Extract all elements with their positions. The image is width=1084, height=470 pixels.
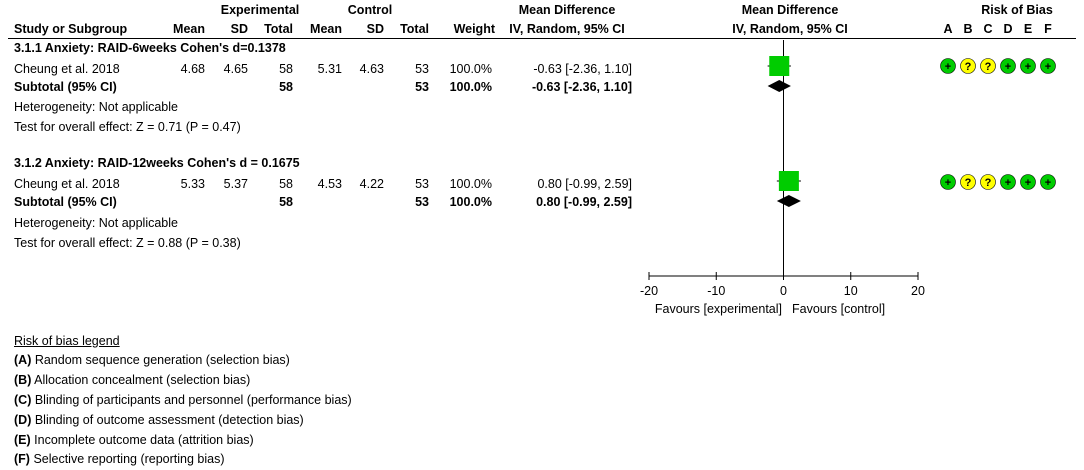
header-rule: [8, 38, 1076, 39]
subtotal-e-total: 58: [279, 195, 293, 209]
rob-symbol: +: [1045, 177, 1051, 189]
study-name: Cheung et al. 2018: [14, 62, 120, 76]
rob-legend-item: (B) Allocation concealment (selection bi…: [14, 373, 251, 387]
header-e-mean: Mean: [173, 22, 205, 36]
header-md-method: IV, Random, 95% CI: [509, 22, 625, 36]
rob-legend-item: (D) Blinding of outcome assessment (dete…: [14, 413, 304, 427]
x-tick-label: 0: [780, 284, 787, 298]
md-text: -0.63 [-2.36, 1.10]: [533, 62, 632, 76]
overall-effect-text: Test for overall effect: Z = 0.71 (P = 0…: [14, 120, 241, 134]
rob-unclear-icon: [960, 58, 976, 74]
header-rob-b: B: [963, 22, 973, 36]
e-sd: 5.37: [223, 177, 248, 191]
e-total: 58: [279, 62, 293, 76]
rob-symbol: ?: [965, 177, 972, 189]
rob-low-icon: [1040, 174, 1056, 190]
e-sd: 4.65: [223, 62, 248, 76]
subtotal-diamond: [767, 80, 791, 92]
rob-unclear-icon: [980, 58, 996, 74]
rob-legend-item: (E) Incomplete outcome data (attrition b…: [14, 433, 254, 447]
header-c-sd: SD: [366, 22, 384, 36]
header-risk-of-bias: Risk of Bias: [981, 3, 1053, 17]
header-mean-difference-plot: Mean Difference: [741, 3, 839, 17]
header-plot-method: IV, Random, 95% CI: [732, 22, 848, 36]
rob-legend-title: Risk of bias legend: [14, 334, 120, 348]
heterogeneity-text: Heterogeneity: Not applicable: [14, 216, 178, 230]
c-total: 53: [415, 62, 429, 76]
header-rob-f: F: [1044, 22, 1052, 36]
rob-symbol: +: [1025, 61, 1031, 73]
rob-unclear-icon: [960, 174, 976, 190]
study-square: [769, 56, 790, 76]
subtotal-c-total: 53: [415, 195, 429, 209]
rob-legend-item: (C) Blinding of participants and personn…: [14, 393, 352, 407]
overall-effect-text: Test for overall effect: Z = 0.88 (P = 0…: [14, 236, 241, 250]
subtotal-label: Subtotal (95% CI): [14, 195, 117, 209]
study-square: [778, 171, 799, 191]
e-total: 58: [279, 177, 293, 191]
rob-low-icon: [940, 174, 956, 190]
x-tick-label: -10: [707, 284, 726, 298]
header-rob-e: E: [1023, 22, 1033, 36]
x-tick-label: -20: [639, 284, 659, 298]
rob-symbol: +: [1005, 61, 1011, 73]
header-mean-difference: Mean Difference: [518, 3, 616, 17]
rob-symbol: +: [1025, 177, 1031, 189]
header-rob-c: C: [983, 22, 993, 36]
subtotal-diamond: [776, 195, 801, 207]
md-text: 0.80 [-0.99, 2.59]: [537, 177, 632, 191]
c-sd: 4.22: [359, 177, 384, 191]
subtotal-c-total: 53: [415, 80, 429, 94]
subtotal-label: Subtotal (95% CI): [14, 80, 117, 94]
favours-control-label: Favours [control]: [792, 302, 886, 316]
c-sd: 4.63: [359, 62, 384, 76]
e-mean: 4.68: [180, 62, 205, 76]
header-weight: Weight: [453, 22, 495, 36]
favours-experimental-label: Favours [experimental]: [654, 302, 782, 316]
header-rob-a: A: [943, 22, 953, 36]
weight: 100.0%: [449, 177, 492, 191]
header-rob-d: D: [1003, 22, 1013, 36]
header-experimental: Experimental: [220, 3, 300, 17]
x-tick-label: 10: [843, 284, 858, 298]
header-e-total: Total: [264, 22, 293, 36]
header-c-mean: Mean: [310, 22, 342, 36]
heterogeneity-text: Heterogeneity: Not applicable: [14, 100, 178, 114]
c-mean: 5.31: [317, 62, 342, 76]
rob-low-icon: [1020, 58, 1036, 74]
rob-unclear-icon: [980, 174, 996, 190]
rob-low-icon: [1040, 58, 1056, 74]
c-total: 53: [415, 177, 429, 191]
rob-legend-item: (F) Selective reporting (reporting bias): [14, 452, 225, 466]
rob-symbol: ?: [985, 177, 992, 189]
rob-symbol: +: [945, 177, 951, 189]
header-control: Control: [347, 3, 393, 17]
subgroup-2-title: 3.1.2 Anxiety: RAID-12weeks Cohen's d = …: [14, 156, 300, 170]
weight: 100.0%: [449, 62, 492, 76]
rob-symbol: +: [1045, 61, 1051, 73]
rob-symbol: +: [1005, 177, 1011, 189]
rob-legend-item: (A) Random sequence generation (selectio…: [14, 353, 290, 367]
c-mean: 4.53: [317, 177, 342, 191]
rob-symbol: ?: [965, 61, 972, 73]
rob-symbol: ?: [985, 61, 992, 73]
subtotal-e-total: 58: [279, 80, 293, 94]
rob-low-icon: [1000, 174, 1016, 190]
header-e-sd: SD: [230, 22, 248, 36]
header-c-total: Total: [400, 22, 429, 36]
rob-low-icon: [940, 58, 956, 74]
study-name: Cheung et al. 2018: [14, 177, 120, 191]
subtotal-weight: 100.0%: [449, 195, 492, 209]
rob-low-icon: [1000, 58, 1016, 74]
rob-symbol: +: [945, 61, 951, 73]
subgroup-1-title: 3.1.1 Anxiety: RAID-6weeks Cohen's d=0.1…: [14, 41, 286, 55]
header-study: Study or Subgroup: [14, 22, 128, 36]
e-mean: 5.33: [180, 177, 205, 191]
rob-low-icon: [1020, 174, 1036, 190]
subtotal-md-text: -0.63 [-2.36, 1.10]: [531, 80, 632, 94]
subtotal-md-text: 0.80 [-0.99, 2.59]: [536, 195, 632, 209]
x-tick-label: 20: [911, 284, 925, 298]
subtotal-weight: 100.0%: [449, 80, 492, 94]
